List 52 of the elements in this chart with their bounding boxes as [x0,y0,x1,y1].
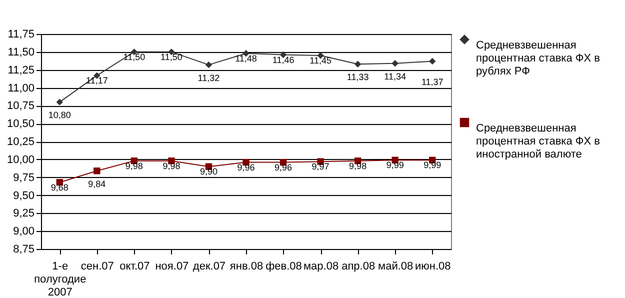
y-tick-label: 9,75 [13,172,34,184]
data-label: 11,33 [346,72,369,82]
x-tick-label: янв.08 [230,260,264,272]
x-tick-label: фев.08 [266,260,302,272]
y-tick-label: 11,75 [8,28,34,40]
y-tick-label: 9,50 [13,190,34,202]
data-label: 10,80 [48,110,71,120]
x-tick-label: июн.08 [414,260,451,272]
data-label: 11,45 [310,56,332,66]
x-tick-label: май.08 [378,260,414,272]
x-tick-label: дек.07 [192,260,226,272]
x-tick-label: окт.07 [120,260,150,272]
data-label: 9,99 [424,160,442,170]
data-label: 11,46 [272,54,294,65]
x-tick-label: мар.08 [304,260,339,272]
legend-label: Средневзвешенная процентная ставка ФХ в рублях РФ [476,40,600,78]
point [429,58,436,65]
y-tick-label: 10,50 [6,118,34,130]
point [94,168,100,174]
y-tick-label: 10,00 [6,154,34,166]
data-label: 11,50 [160,52,182,62]
data-label: 9,84 [88,178,106,189]
data-label: 11,34 [384,71,406,82]
y-tick-label: 11,25 [8,64,34,76]
legend-label: Средневзвешенная процентная ставка ФХ в иностранной валюте [476,122,600,160]
data-label: 11,37 [421,77,444,88]
data-label: 9,68 [50,182,68,192]
point [56,98,63,106]
x-tick-label: сен.07 [80,260,114,272]
data-label: 11,32 [198,72,220,83]
data-label: 9,97 [312,162,330,172]
data-label: 9,96 [237,162,255,172]
data-label: 9,98 [125,160,143,171]
y-tick-label: 10,75 [6,100,34,112]
y-tick-label: 11,50 [8,46,34,58]
data-label: 11,50 [123,52,146,62]
data-label: 9,98 [162,160,180,171]
point [205,61,212,68]
y-tick-label: 8,75 [13,244,34,256]
data-label: 11,48 [235,53,257,64]
y-tick-label: 11,00 [8,82,34,94]
point [354,60,362,68]
data-label: 9,96 [274,162,292,172]
data-label: 9,90 [200,166,218,177]
point [392,60,398,67]
y-tick-label: 9,00 [13,226,34,238]
y-tick-label: 9,25 [13,208,34,220]
x-tick-label: апр.08 [342,260,376,272]
data-label: 9,98 [349,160,367,171]
data-label: 9,99 [386,160,404,170]
x-tick-label: ноя.07 [155,260,189,272]
y-tick-label: 10,25 [6,136,34,148]
